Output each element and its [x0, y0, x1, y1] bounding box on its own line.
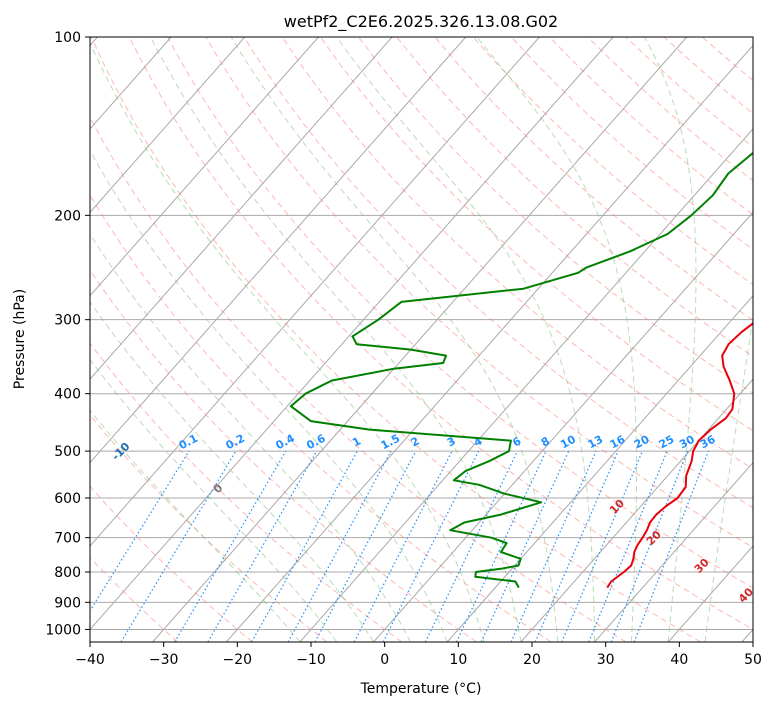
temperature-profile: [606, 322, 753, 589]
moist-adiabat-line: [230, 37, 559, 642]
dry-adiabat-line: [281, 37, 753, 470]
moist-adiabat-line: [90, 149, 448, 642]
mixing-ratio-label: 10: [558, 433, 578, 452]
dry-adiabat-line: [90, 37, 701, 642]
x-tick-label: −20: [223, 652, 253, 668]
isotherm-line: [152, 37, 688, 642]
mixing-ratio-label: 25: [657, 433, 677, 452]
moist-adiabat-line: [476, 37, 638, 642]
dewpoint-profile: [289, 151, 753, 589]
mixing-ratio-line: [510, 450, 597, 642]
y-tick-label: 700: [54, 531, 81, 547]
dry-adiabat-line: [90, 342, 403, 642]
mixing-ratio-line: [207, 450, 318, 642]
isotherm-line: [446, 294, 753, 642]
y-tick-label: 1000: [45, 622, 81, 638]
y-tick-label: 600: [54, 491, 81, 507]
mixing-ratio-line: [561, 450, 643, 642]
mixing-ratio-line: [455, 450, 547, 642]
dry-adiabat-line: [128, 37, 753, 630]
mixing-ratio-line: [287, 450, 392, 642]
isotherm-line: [299, 128, 753, 642]
isotherm-line: [90, 37, 614, 631]
dry-adiabat-line: [90, 556, 179, 642]
isotherm-line: [594, 461, 753, 642]
x-tick-label: −40: [75, 652, 105, 668]
dry-adiabat-line: [358, 37, 753, 394]
dry-adiabat-line: [90, 485, 253, 642]
dry-adiabat-line: [396, 37, 753, 358]
mixing-ratio-line: [174, 450, 287, 642]
x-tick-label: 10: [449, 652, 467, 668]
moist-adiabat-line: [90, 301, 375, 642]
y-tick-label: 500: [54, 444, 81, 460]
isotherm-line: [90, 37, 393, 380]
mixing-ratio-line: [534, 450, 619, 642]
isotherm-line: [520, 378, 753, 642]
dry-adiabat-line: [90, 194, 552, 642]
mixing-ratio-line: [424, 450, 519, 642]
y-tick-label: 300: [54, 313, 81, 329]
moist-adiabat-line: [90, 409, 301, 642]
isotherm-line: [225, 44, 753, 642]
y-tick-label: 900: [54, 595, 81, 611]
moist-adiabat-line: [150, 37, 522, 642]
mixing-ratio-label: 13: [586, 433, 606, 452]
plot-frame: [89, 36, 754, 643]
x-tick-label: 30: [597, 652, 615, 668]
moist-adiabat-line: [90, 41, 485, 642]
mixing-ratio-label: 30: [677, 433, 697, 452]
dry-adiabat-line: [205, 37, 753, 549]
x-tick-label: −30: [149, 652, 179, 668]
x-axis-title: Temperature (°C): [360, 681, 482, 697]
isotherm-line: [90, 37, 540, 547]
mixing-ratio-label: 20: [632, 433, 652, 452]
moist-adiabat-line: [704, 314, 753, 642]
y-tick-label: 800: [54, 565, 81, 581]
dry-adiabat-line: [90, 116, 627, 642]
y-tick-label: 100: [54, 30, 81, 46]
y-axis-title: Pressure (hPa): [12, 289, 28, 389]
chart-title: wetPf2_C2E6.2025.326.13.08.G02: [284, 12, 558, 32]
mixing-ratio-line: [480, 450, 570, 642]
x-tick-label: −10: [296, 652, 326, 668]
y-tick-label: 200: [54, 208, 81, 224]
moist-adiabat-line: [644, 37, 697, 642]
isotherm-line: [90, 37, 467, 464]
x-tick-label: 20: [523, 652, 541, 668]
dry-adiabat-line: [90, 414, 328, 642]
dry-adiabat-line: [167, 37, 753, 589]
isotherm-line: [90, 37, 246, 214]
mixing-ratio-label: 16: [608, 433, 628, 452]
x-tick-label: 40: [670, 652, 688, 668]
moist-adiabat-line: [90, 233, 411, 642]
isotherm-line: [90, 37, 319, 297]
y-tick-label: 400: [54, 387, 81, 403]
dry-adiabat-line: [243, 37, 753, 509]
moist-adiabat-line: [336, 37, 596, 642]
mixing-ratio-line: [251, 450, 358, 642]
moist-adiabat-line: [90, 358, 338, 642]
dry-adiabat-line: [90, 269, 477, 642]
mixing-ratio-line: [120, 450, 237, 642]
x-tick-label: 0: [380, 652, 389, 668]
isotherm-line: [373, 211, 753, 642]
x-tick-label: 50: [744, 652, 762, 668]
